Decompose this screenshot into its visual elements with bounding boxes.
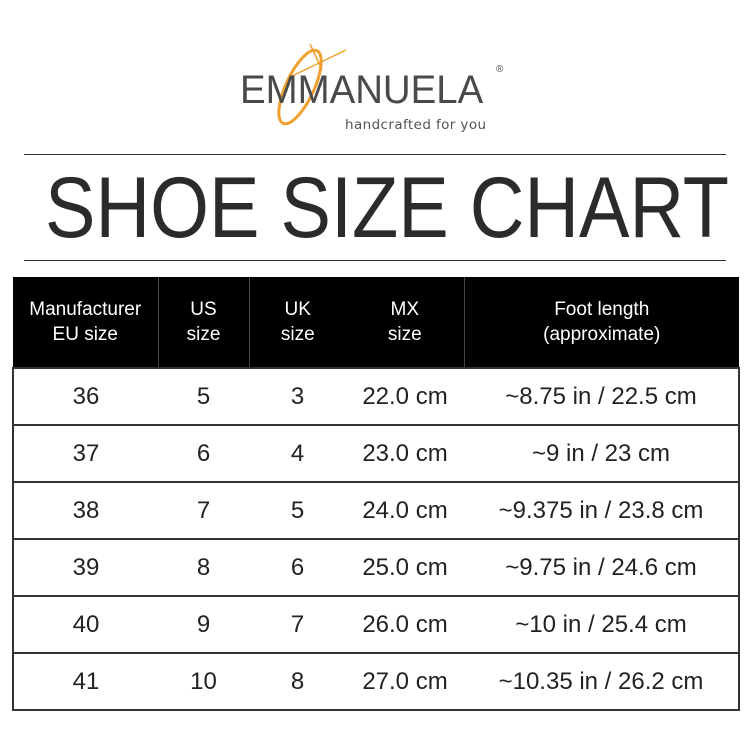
cell-eu-size: 37 [12,424,158,482]
size-table: Manufacturer EU size US size UK size MX size… [12,277,740,711]
cell-us-size: 9 [158,595,249,653]
page-title: SHOE SIZE CHART [45,160,730,256]
cell-foot-length: ~8.75 in / 22.5 cm [464,367,740,425]
header-line: (approximate) [543,324,661,345]
cell-uk-size: 5 [249,481,346,539]
header-line: EU size [52,324,118,345]
cell-eu-size: 38 [12,481,158,539]
cell-eu-size: 41 [12,652,158,711]
cell-foot-length: ~10 in / 25.4 cm [464,595,740,653]
header-line: size [280,324,315,345]
cell-us-size: 5 [158,367,249,425]
header-uk-size: UK size [248,277,346,368]
cell-eu-size: 40 [12,595,158,653]
cell-uk-size: 8 [249,652,346,711]
cell-us-size: 8 [158,538,249,596]
bottom-divider [24,260,726,261]
cell-us-size: 6 [158,424,249,482]
cell-foot-length: ~10.35 in / 26.2 cm [464,652,740,711]
cell-foot-length: ~9 in / 23 cm [464,424,740,482]
table-row: 41 10 8 27.0 cm ~10.35 in / 26.2 cm [12,652,740,711]
header-line: MX [390,299,420,320]
header-us-size: US size [157,277,249,368]
header-line: UK [284,299,311,320]
cell-uk-size: 6 [249,538,346,596]
cell-eu-size: 36 [12,367,158,425]
cell-uk-size: 3 [249,367,346,425]
logo-swoosh-icon [277,43,347,126]
brand-tagline: handcrafted for you [345,117,487,133]
cell-foot-length: ~9.75 in / 24.6 cm [464,538,740,596]
top-divider [24,154,726,155]
table-header-row: Manufacturer EU size US size UK size MX size… [13,277,739,368]
cell-foot-length: ~9.375 in / 23.8 cm [464,481,740,539]
cell-us-size: 10 [158,652,249,711]
cell-mx-size: 27.0 cm [346,652,464,711]
cell-mx-size: 26.0 cm [346,595,464,653]
cell-mx-size: 24.0 cm [346,481,464,539]
cell-mx-size: 25.0 cm [346,538,464,596]
table-row: 38 7 5 24.0 cm ~9.375 in / 23.8 cm [12,481,740,539]
table-row: 37 6 4 23.0 cm ~9 in / 23 cm [12,424,740,482]
brand-name: EMMANUELA [240,68,484,112]
header-line: US [190,299,217,320]
cell-mx-size: 23.0 cm [346,424,464,482]
header-eu-size: Manufacturer EU size [13,277,158,368]
cell-eu-size: 39 [12,538,158,596]
header-line: size [186,324,221,345]
table-row: 40 9 7 26.0 cm ~10 in / 25.4 cm [12,595,740,653]
cell-uk-size: 4 [249,424,346,482]
header-line: Manufacturer [29,299,142,320]
header-line: size [387,324,422,345]
cell-uk-size: 7 [249,595,346,653]
table-row: 36 5 3 22.0 cm ~8.75 in / 22.5 cm [12,367,740,425]
cell-mx-size: 22.0 cm [346,367,464,425]
header-line: Foot length [554,299,650,320]
header-foot-length: Foot length (approximate) [463,277,739,368]
registered-mark: ® [496,64,504,75]
cell-us-size: 7 [158,481,249,539]
header-mx-size: MX size [346,277,464,368]
table-row: 39 8 6 25.0 cm ~9.75 in / 24.6 cm [12,538,740,596]
